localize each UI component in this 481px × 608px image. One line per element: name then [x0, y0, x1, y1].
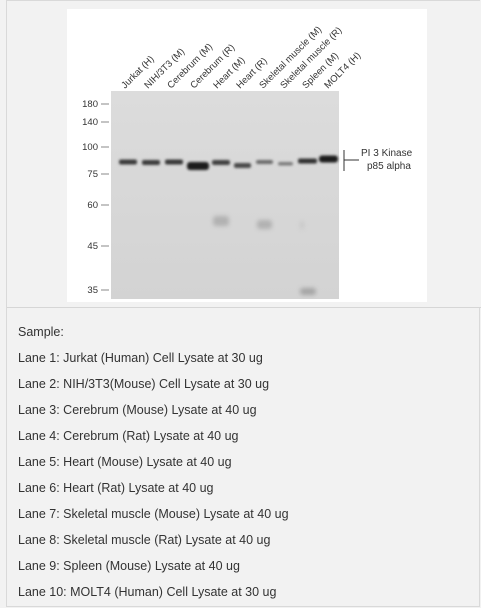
target-bracket: [343, 150, 359, 171]
caption-lane-7: Lane 7: Skeletal muscle (Mouse) Lysate a…: [18, 507, 289, 521]
background-smudges: [213, 216, 316, 295]
marker-60: 60: [87, 200, 98, 211]
marker-45: 45: [87, 241, 98, 252]
marker-140: 140: [82, 117, 98, 128]
marker-75: 75: [87, 169, 98, 180]
band-lane-4: [187, 162, 209, 170]
caption-lane-6: Lane 6: Heart (Rat) Lysate at 40 ug: [18, 481, 214, 495]
caption-lane-3: Lane 3: Cerebrum (Mouse) Lysate at 40 ug: [18, 403, 257, 417]
blot-membrane: [111, 91, 339, 299]
marker-100: 100: [82, 142, 98, 153]
band-lane-2: [142, 160, 160, 165]
band-lane-10: [319, 155, 338, 163]
caption-lane-1: Lane 1: Jurkat (Human) Cell Lysate at 30…: [18, 351, 263, 365]
marker-180: 180: [82, 99, 98, 110]
band-lane-3: [165, 159, 183, 165]
caption-lane-2: Lane 2: NIH/3T3(Mouse) Cell Lysate at 30…: [18, 377, 270, 391]
western-blot-figure: 180 140 100 75 60 45 35 Jurkat (H) NIH/3…: [7, 1, 481, 308]
caption-lane-5: Lane 5: Heart (Mouse) Lysate at 40 ug: [18, 455, 232, 469]
caption-title: Sample:: [18, 325, 64, 339]
caption-lane-4: Lane 4: Cerebrum (Rat) Lysate at 40 ug: [18, 429, 239, 443]
band-lane-1: [119, 159, 137, 165]
caption-lane-10: Lane 10: MOLT4 (Human) Cell Lysate at 30…: [18, 585, 277, 599]
sample-caption: Sample: Lane 1: Jurkat (Human) Cell Lysa…: [18, 319, 468, 605]
product-figure-card: 180 140 100 75 60 45 35 Jurkat (H) NIH/3…: [6, 0, 481, 607]
target-label-line2: p85 alpha: [367, 161, 411, 172]
protein-bands: [119, 155, 338, 170]
marker-ticks: [101, 103, 109, 291]
caption-lane-9: Lane 9: Spleen (Mouse) Lysate at 40 ug: [18, 559, 240, 573]
band-lane-5: [212, 160, 230, 165]
band-lane-7: [256, 160, 273, 164]
target-label-line1: PI 3 Kinase: [361, 148, 413, 159]
band-lane-6: [234, 163, 251, 168]
band-lane-8: [278, 162, 293, 166]
caption-lane-8: Lane 8: Skeletal muscle (Rat) Lysate at …: [18, 533, 271, 547]
band-lane-9: [298, 158, 317, 164]
marker-35: 35: [87, 285, 98, 296]
western-blot-image: 180 140 100 75 60 45 35 Jurkat (H) NIH/3…: [82, 24, 413, 299]
